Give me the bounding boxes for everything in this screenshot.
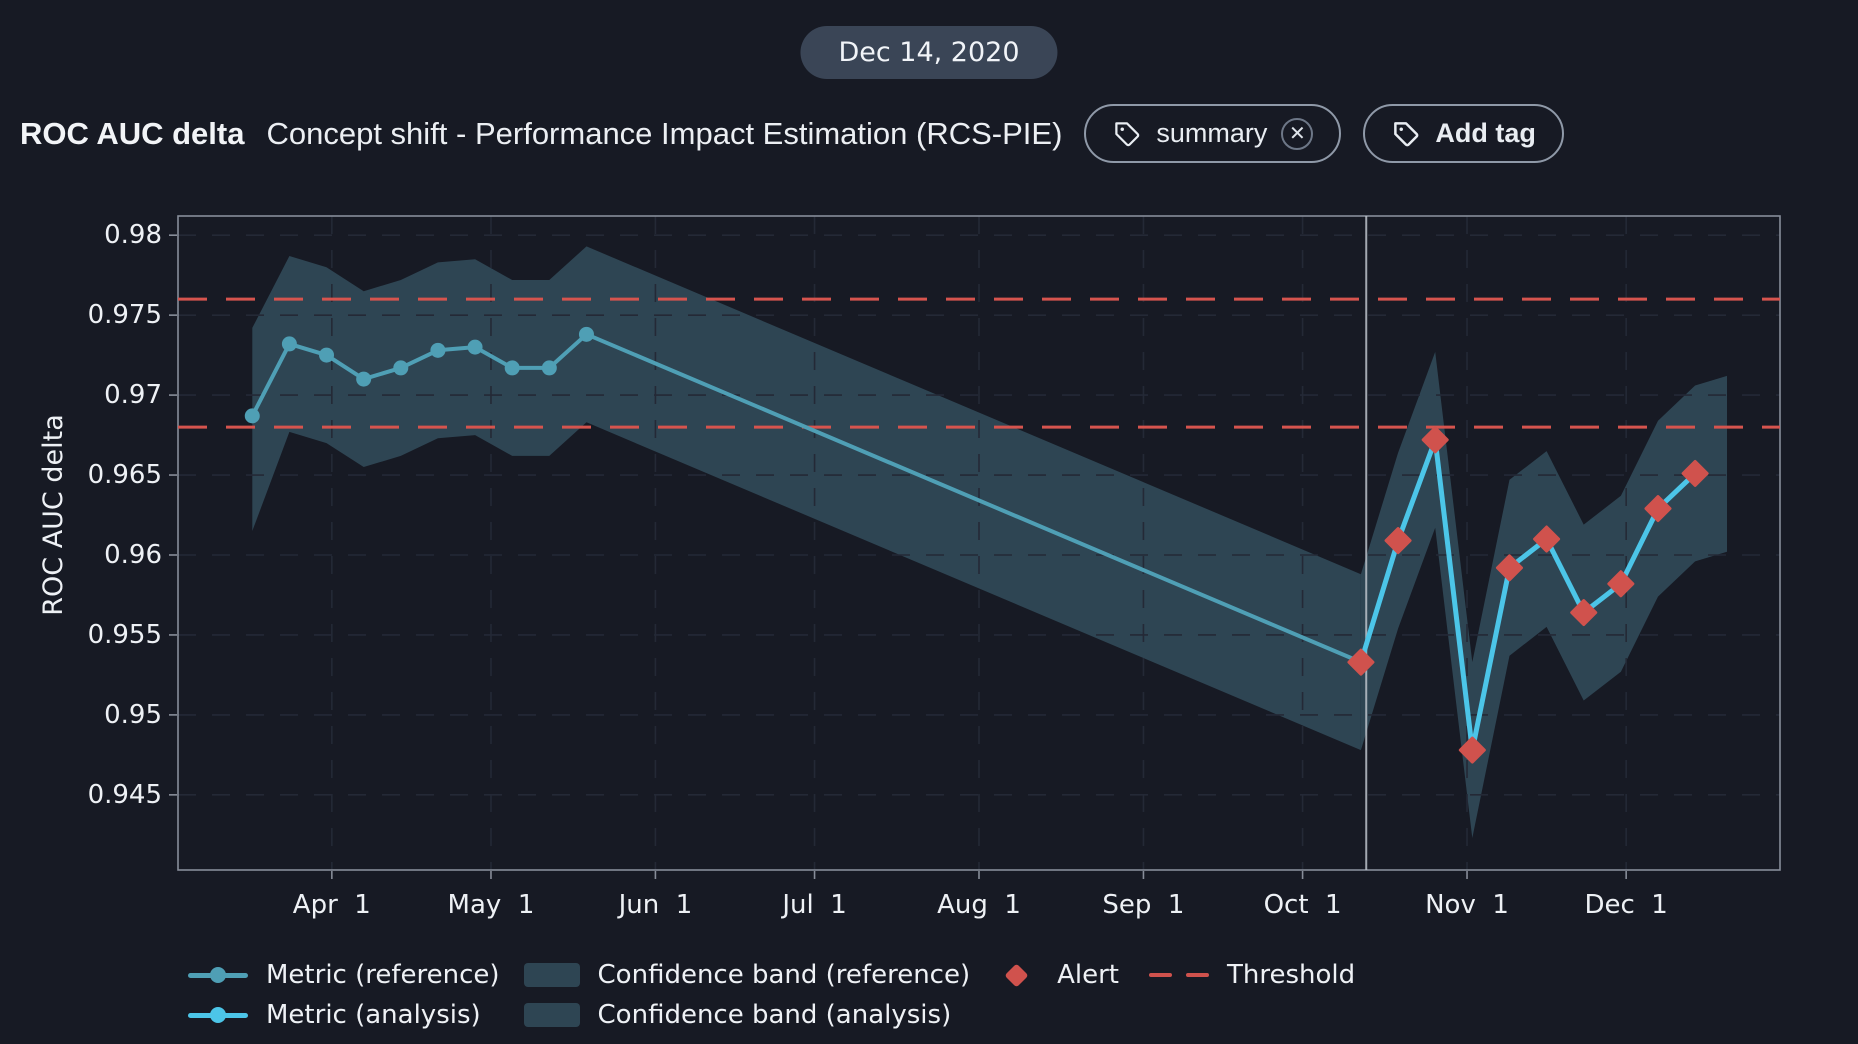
- x-tick-label: Dec 1: [1584, 890, 1667, 920]
- x-tick-label: May 1: [448, 890, 535, 920]
- line-swatch-reference: [188, 967, 248, 983]
- metric-analysis-line[interactable]: [1358, 437, 1698, 753]
- y-axis-title: ROC AUC delta: [38, 414, 69, 616]
- x-tick-label: Sep 1: [1102, 890, 1184, 920]
- x-tick-label: Jul 1: [780, 890, 846, 920]
- date-badge: Dec 14, 2020: [800, 26, 1058, 79]
- metric-reference-point[interactable]: [281, 336, 297, 352]
- metric-reference-point[interactable]: [467, 339, 483, 355]
- alert-marker[interactable]: [1421, 426, 1449, 454]
- metric-reference-point[interactable]: [578, 326, 594, 342]
- legend-label: Threshold: [1227, 960, 1356, 990]
- legend-item-metric-analysis[interactable]: Metric (analysis): [188, 1000, 481, 1030]
- metric-reference-point[interactable]: [244, 408, 260, 424]
- alert-marker[interactable]: [1347, 648, 1375, 676]
- legend-label: Alert: [1057, 960, 1119, 990]
- threshold-dash-icon: [1149, 973, 1209, 977]
- tag-summary[interactable]: summary ✕: [1084, 104, 1342, 163]
- alert-marker[interactable]: [1681, 459, 1709, 487]
- chart-legend: Metric (reference) Confidence band (refe…: [188, 960, 1355, 1030]
- x-tick-label: Nov 1: [1425, 890, 1509, 920]
- x-tick-label: Oct 1: [1264, 890, 1342, 920]
- chart-canvas[interactable]: 0.945 0.95 0.955 0.96 0.965 0.97 0.975 0.98 Apr …: [0, 0, 1858, 950]
- line-swatch-analysis: [188, 1007, 248, 1023]
- legend-label: Metric (reference): [266, 960, 500, 990]
- chart-header: ROC AUC delta Concept shift - Performanc…: [20, 104, 1838, 163]
- metric-reference-point[interactable]: [504, 360, 520, 376]
- y-tick-label: 0.965: [88, 460, 162, 490]
- metric-reference-point[interactable]: [430, 342, 446, 358]
- x-tick-label: Apr 1: [293, 890, 371, 920]
- y-tick-label: 0.98: [104, 220, 162, 250]
- legend-label: Confidence band (analysis): [597, 1000, 952, 1030]
- y-tick-label: 0.945: [88, 780, 162, 810]
- legend-item-alert[interactable]: Alert: [994, 960, 1119, 990]
- remove-tag-button[interactable]: ✕: [1281, 117, 1314, 150]
- metric-reference-point[interactable]: [541, 360, 557, 376]
- confidence-band-analysis: [1360, 351, 1727, 838]
- add-tag-button[interactable]: Add tag: [1363, 104, 1564, 163]
- tag-icon: [1394, 121, 1419, 146]
- band-swatch-analysis: [523, 1003, 580, 1027]
- alert-marker[interactable]: [1495, 554, 1523, 582]
- alert-marker[interactable]: [1570, 599, 1598, 627]
- alert-marker[interactable]: [1384, 527, 1412, 555]
- close-icon: ✕: [1289, 122, 1306, 145]
- alert-marker[interactable]: [1533, 525, 1561, 553]
- x-tick-label: Aug 1: [937, 890, 1021, 920]
- metric-reference-point[interactable]: [356, 371, 372, 387]
- confidence-band-reference: [252, 246, 1361, 751]
- band-swatch-reference: [523, 963, 580, 987]
- legend-label: Metric (analysis): [266, 1000, 481, 1030]
- metric-subtitle: Concept shift - Performance Impact Estim…: [266, 115, 1063, 151]
- metric-reference-point[interactable]: [393, 360, 409, 376]
- y-tick-label: 0.96: [104, 540, 162, 570]
- x-tick-label: Jun 1: [617, 890, 693, 920]
- alert-marker[interactable]: [1607, 570, 1635, 598]
- y-tick-label: 0.975: [88, 300, 162, 330]
- legend-item-band-analysis[interactable]: Confidence band (analysis): [523, 1000, 952, 1030]
- tag-icon: [1115, 121, 1140, 146]
- date-badge-label: Dec 14, 2020: [838, 37, 1020, 68]
- alert-marker[interactable]: [1458, 736, 1486, 764]
- tag-label: summary: [1156, 118, 1268, 148]
- alert-diamond-icon: [1004, 962, 1029, 988]
- plot-border: [177, 215, 1781, 871]
- y-tick-label: 0.97: [104, 380, 162, 410]
- legend-item-band-reference[interactable]: Confidence band (reference): [523, 960, 971, 990]
- y-tick-label: 0.955: [88, 620, 162, 650]
- metric-title: ROC AUC delta: [20, 115, 245, 151]
- legend-item-metric-reference[interactable]: Metric (reference): [188, 960, 500, 990]
- add-tag-label: Add tag: [1435, 118, 1536, 148]
- metric-reference-point[interactable]: [319, 347, 335, 363]
- legend-label: Confidence band (reference): [597, 960, 971, 990]
- y-tick-label: 0.95: [104, 700, 162, 730]
- alert-marker[interactable]: [1644, 495, 1672, 523]
- legend-item-threshold[interactable]: Threshold: [1149, 960, 1355, 990]
